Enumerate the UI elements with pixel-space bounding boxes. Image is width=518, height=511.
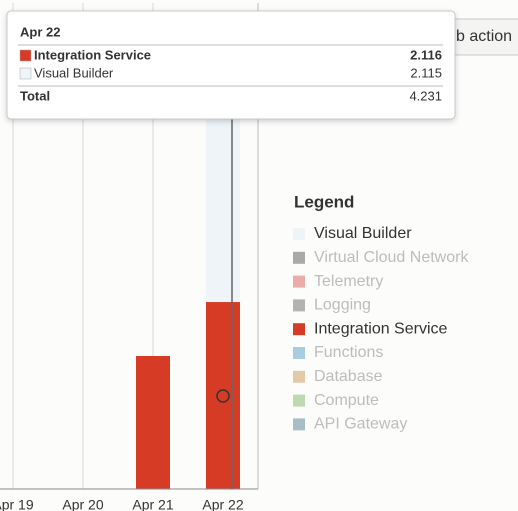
legend-label: Compute xyxy=(314,392,379,409)
tooltip-value: 2.115 xyxy=(410,65,442,80)
legend-label: Database xyxy=(314,368,383,385)
legend-label: Virtual Cloud Network xyxy=(314,249,469,266)
tooltip xyxy=(6,10,456,120)
bar-segment xyxy=(136,356,170,489)
legend-swatch xyxy=(293,323,305,336)
x-tick-label: Apr 21 xyxy=(132,497,173,511)
legend-label: Integration Service xyxy=(314,320,448,337)
legend-swatch xyxy=(293,347,305,359)
x-tick-label: Apr 19 xyxy=(0,497,34,511)
legend-swatch xyxy=(293,299,305,312)
tooltip-value: 2.116 xyxy=(410,47,442,62)
legend-label: API Gateway xyxy=(314,416,407,433)
tooltip-swatch xyxy=(19,49,32,62)
legend-label: Telemetry xyxy=(314,273,383,290)
legend-swatch xyxy=(293,418,305,431)
tooltip-total-label: Total xyxy=(20,88,50,103)
x-tick-label: Apr 20 xyxy=(62,497,103,511)
legend-label: Logging xyxy=(314,297,371,314)
legend-title: Legend xyxy=(294,192,354,211)
x-tick-label: Apr 22 xyxy=(202,497,243,511)
legend-swatch xyxy=(293,275,305,288)
legend-label: Visual Builder xyxy=(314,225,412,242)
tooltip-title: Apr 22 xyxy=(20,24,60,39)
legend-swatch xyxy=(293,251,305,264)
bar-segment xyxy=(206,115,240,303)
legend-swatch xyxy=(293,370,305,383)
tooltip-swatch xyxy=(19,67,32,80)
tooltip-total: 4.231 xyxy=(409,88,442,103)
tooltip-series: Integration Service xyxy=(34,47,151,62)
bar-segment xyxy=(206,302,240,489)
tooltip-series: Visual Builder xyxy=(34,65,114,80)
button-label[interactable]: b action xyxy=(456,28,512,45)
legend-swatch xyxy=(293,394,305,407)
legend-swatch xyxy=(293,228,305,240)
legend-label: Functions xyxy=(314,344,383,361)
hover-point xyxy=(216,389,230,403)
